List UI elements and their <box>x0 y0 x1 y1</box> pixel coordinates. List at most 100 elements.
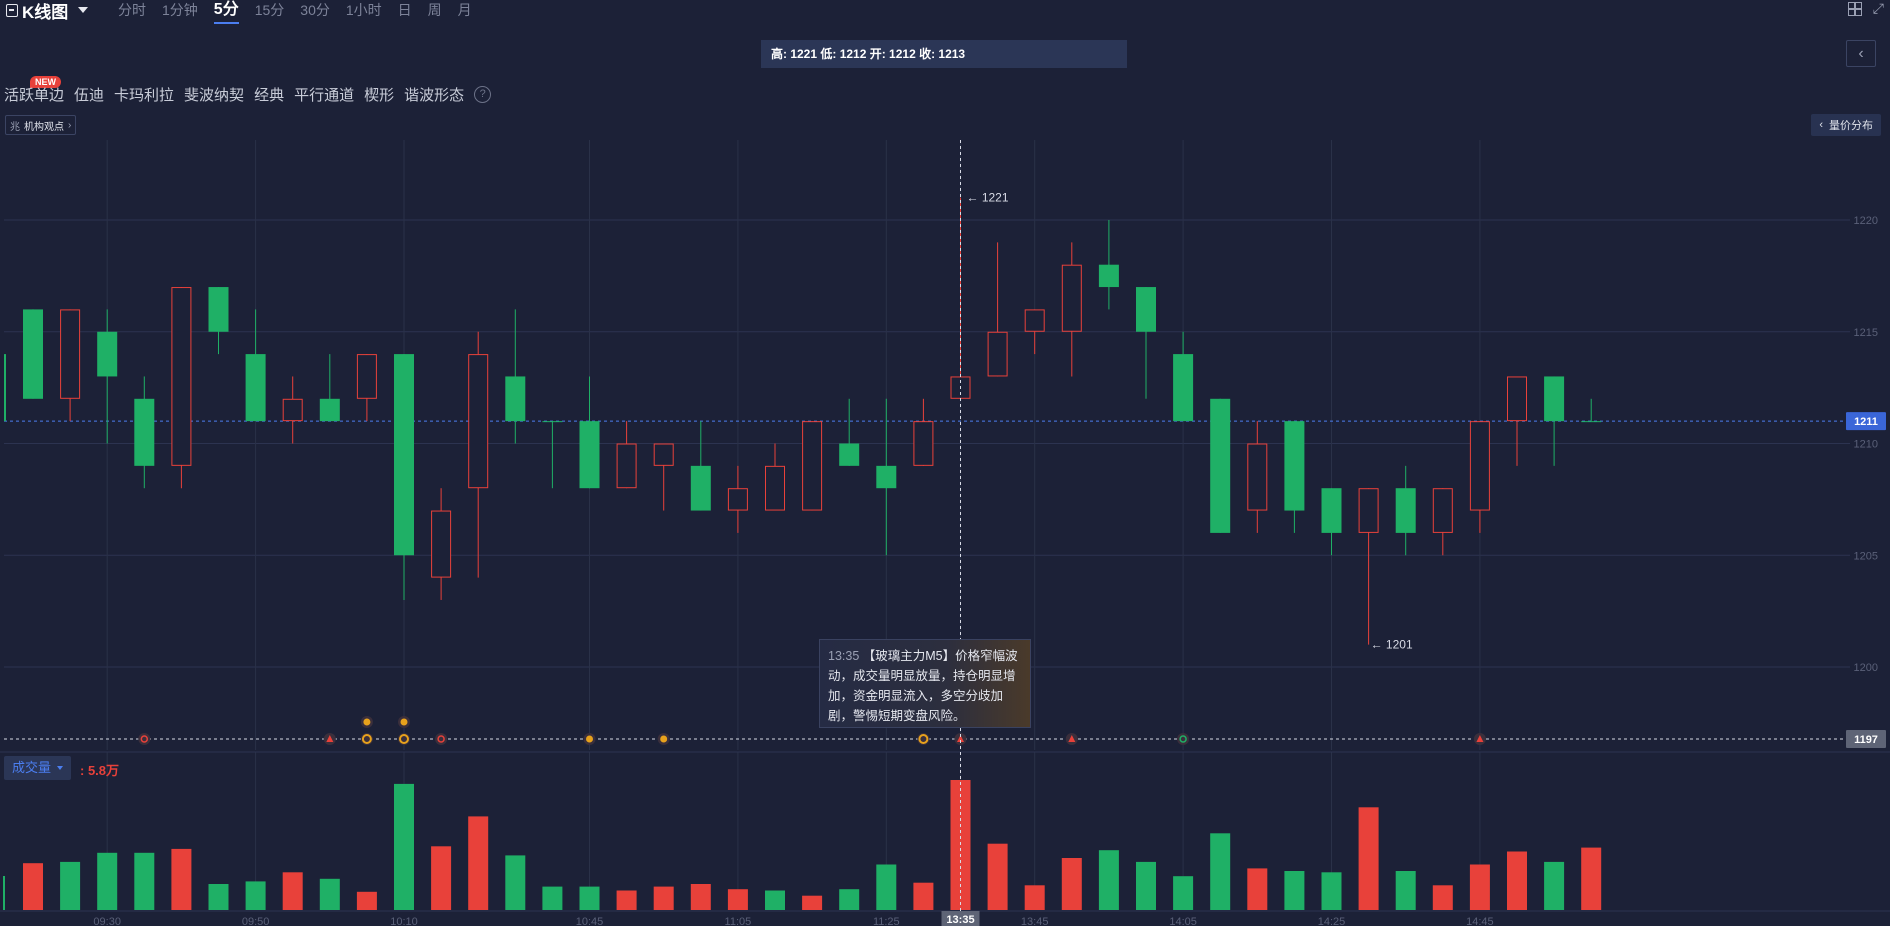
volume-distribution-button[interactable]: ‹ 量价分布 <box>1811 114 1881 136</box>
x-tick-label: 14:25 <box>1318 916 1346 926</box>
volume-value: : 5.8万 <box>80 763 120 778</box>
candle-body <box>1581 421 1602 423</box>
candle-body <box>913 421 934 466</box>
chart-doc-icon <box>6 3 18 17</box>
candle-body <box>727 488 748 511</box>
tool-item[interactable]: 平行通道 <box>294 87 355 104</box>
volume-bar <box>282 872 303 910</box>
volume-bar <box>468 816 489 910</box>
candle-body <box>245 354 266 422</box>
volume-bar <box>876 864 897 910</box>
period-tab[interactable]: 月 <box>457 2 472 18</box>
ohlc-info-bar: 高: 1221 低: 1212 开: 1212 收: 1213 <box>761 40 1127 68</box>
candle-body <box>616 443 637 489</box>
tool-item[interactable]: 谐波形态 <box>404 87 465 104</box>
volume-bar <box>1136 861 1156 910</box>
candle-body <box>1173 354 1194 422</box>
candle-body <box>839 443 860 466</box>
volume-bar <box>839 889 860 910</box>
event-marker-dollar <box>1179 735 1187 743</box>
candle-body <box>690 465 711 511</box>
volume-bar <box>1173 876 1194 910</box>
volume-indicator-selector[interactable]: 成交量 <box>4 756 72 780</box>
volume-bar <box>690 884 711 910</box>
chevron-left-icon: ‹ <box>1819 119 1823 131</box>
candle-body <box>431 510 452 578</box>
volume-bar <box>913 882 934 910</box>
period-tab[interactable]: 5分 <box>206 0 247 24</box>
candle-body <box>171 287 192 466</box>
volume-bar <box>394 783 414 910</box>
event-marker <box>917 733 930 745</box>
event-marker <box>657 733 670 745</box>
x-tick-label: 11:05 <box>725 916 752 926</box>
expand-icon[interactable]: ⤢ <box>1872 0 1884 16</box>
volume-bar <box>1024 885 1045 910</box>
candle-body <box>1321 488 1342 533</box>
period-tab[interactable]: 分时 <box>118 2 146 18</box>
tool-item[interactable]: 经典 <box>254 87 285 104</box>
candle-body <box>208 287 229 332</box>
event-marker-triangle <box>1476 735 1484 742</box>
event-marker-star <box>660 735 668 743</box>
volume-bar <box>356 891 377 910</box>
tool-item[interactable]: 斐波纳契 <box>184 87 245 104</box>
candle-body <box>1395 488 1416 533</box>
tool-item[interactable]: 活跃单边 <box>4 87 65 104</box>
x-tick-label: 14:05 <box>1169 916 1197 926</box>
chart-type-selector[interactable]: K线图 <box>6 0 89 22</box>
layout-grid-icon[interactable] <box>1848 2 1862 16</box>
last-price-badge <box>1846 412 1886 431</box>
volume-bar <box>171 848 192 910</box>
candle-body <box>97 331 118 377</box>
volume-bar <box>542 886 563 910</box>
candle-body <box>950 376 971 399</box>
event-marker-triangle <box>957 735 964 742</box>
volume-bar <box>1544 861 1565 910</box>
volume-bar <box>1358 807 1379 910</box>
period-tab[interactable]: 15分 <box>254 2 285 18</box>
volume-bar <box>1581 847 1602 910</box>
institution-view-button[interactable]: 兆 机构观点 › <box>5 115 77 135</box>
candle-body <box>505 376 526 422</box>
x-tick-label: 11:25 <box>873 916 900 926</box>
event-marker-dollar <box>140 735 149 743</box>
tool-item[interactable]: 伍迪 <box>74 87 105 104</box>
x-tick-label: 09:30 <box>93 916 121 926</box>
period-tab[interactable]: 30分 <box>300 2 330 18</box>
volume-bar <box>208 884 229 910</box>
tool-item[interactable]: 楔形 <box>364 87 395 104</box>
event-marker <box>138 733 151 745</box>
candle-body <box>876 465 897 489</box>
event-marker-star <box>400 718 408 726</box>
new-badge: NEW <box>30 76 61 88</box>
candle-body <box>356 354 377 399</box>
candle-body <box>1507 376 1527 422</box>
volume-distribution-label: 量价分布 <box>1829 120 1873 132</box>
event-marker-gold <box>399 734 409 744</box>
candle-body <box>579 421 600 489</box>
candle-body <box>1358 488 1379 533</box>
candle-body <box>802 421 823 511</box>
collapse-panel-button[interactable]: ‹ <box>1846 40 1876 67</box>
help-icon[interactable]: ? <box>474 86 492 103</box>
last-price-label: 1211 <box>1854 416 1878 428</box>
period-tab[interactable]: 日 <box>397 2 412 18</box>
tool-item[interactable]: 卡玛利拉 <box>114 87 175 104</box>
volume-bar <box>802 895 823 910</box>
volume-bar <box>431 846 452 910</box>
volume-bar <box>579 886 600 910</box>
volume-bar <box>727 889 748 910</box>
candle-body <box>1284 421 1305 511</box>
period-tab[interactable]: 1分钟 <box>162 2 198 18</box>
volume-bar <box>1432 885 1453 910</box>
period-tab[interactable]: 1小时 <box>345 2 382 18</box>
period-tab[interactable]: 周 <box>427 2 442 18</box>
candle-body <box>282 398 303 422</box>
volume-bar <box>505 855 526 910</box>
candle-body <box>134 398 155 466</box>
event-marker <box>398 733 410 745</box>
candle-body <box>1136 287 1156 332</box>
